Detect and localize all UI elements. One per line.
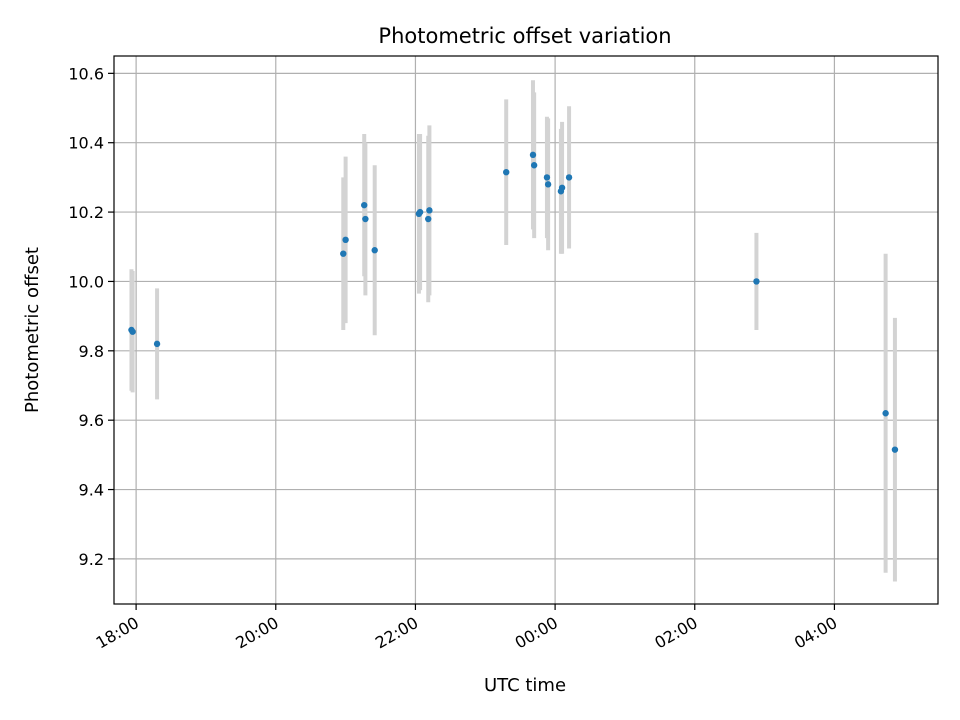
y-tick-label: 10.6 [68,64,104,83]
x-tick-label: 22:00 [372,613,421,653]
data-point [361,201,368,209]
data-point [362,215,369,223]
y-tick-label: 10.4 [68,134,104,153]
x-axis-label: UTC time [484,675,566,696]
data-points [128,151,899,453]
y-tick-label: 9.2 [79,550,104,569]
x-tick-label: 20:00 [232,613,281,653]
y-axis-ticks: 9.2 9.4 9.6 9.8 10.0 10.2 10.4 10.6 [68,64,114,569]
data-point [543,174,551,181]
x-axis-ticks: 18:00 20:00 22:00 00:00 02:00 04:00 [93,604,840,653]
data-point [426,207,433,214]
data-point [753,278,760,285]
data-point [544,181,552,188]
data-point [891,446,899,453]
data-point [530,162,538,169]
data-point [129,328,136,335]
x-tick-label: 04:00 [791,613,840,653]
y-axis-label: Photometric offset [22,247,43,413]
data-point [153,340,161,348]
y-tick-label: 10.0 [68,272,104,291]
data-point [882,410,889,417]
data-point [503,168,510,176]
data-point [371,247,378,254]
data-point [425,215,432,223]
y-tick-label: 9.6 [79,411,104,430]
x-tick-label: 18:00 [93,613,142,653]
y-tick-label: 10.2 [68,203,104,222]
y-tick-label: 9.8 [79,342,104,361]
grid-layer [114,56,938,604]
x-tick-label: 00:00 [512,613,561,653]
data-point [342,236,349,244]
plot-frame [113,55,939,605]
data-point [565,174,573,181]
data-point [416,208,424,216]
data-point [529,151,537,159]
data-point [558,184,566,191]
errorbar-layer [129,80,897,582]
data-point [340,250,347,257]
chart-title: Photometric offset variation [378,24,671,48]
y-tick-label: 9.4 [79,481,104,500]
x-tick-label: 02:00 [651,613,700,653]
